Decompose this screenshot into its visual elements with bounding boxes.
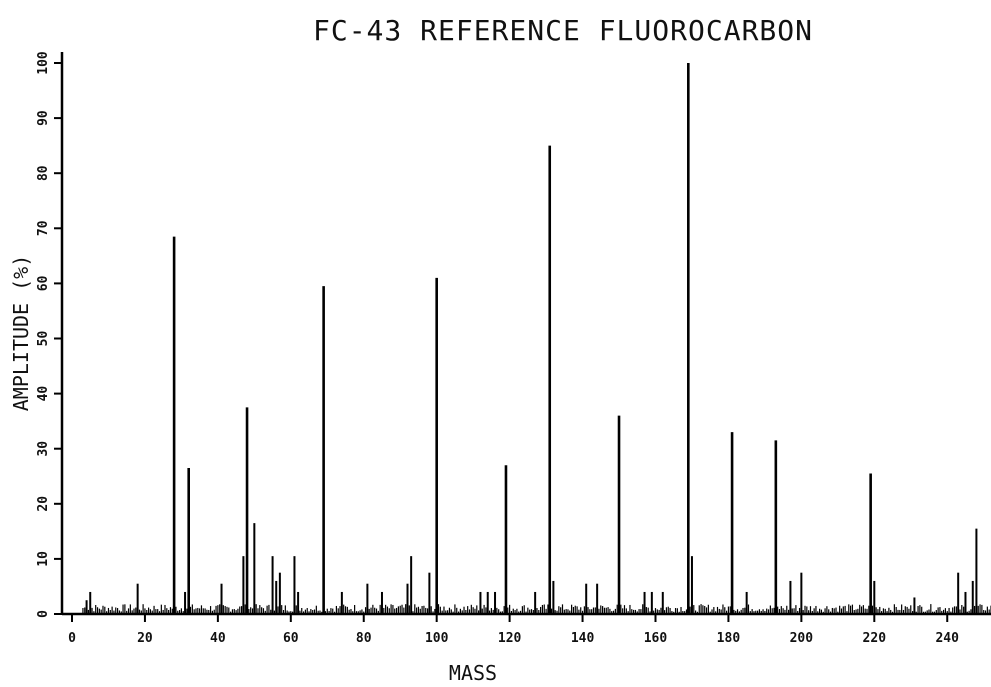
chart-title: FC-43 REFERENCE FLUOROCARBON	[313, 14, 813, 47]
y-tick-label: 80	[36, 165, 51, 181]
x-tick-label: 180	[717, 631, 741, 646]
y-tick-label: 10	[36, 551, 51, 567]
y-tick-label: 20	[36, 496, 51, 512]
y-tick-label: 60	[36, 275, 51, 291]
x-axis-ticks: 0 20 40 60 80 100 120 140 160 180 200 220 240	[68, 614, 959, 646]
y-axis-ticks: 0 10 20 30 40 50 60 70 80 90 100	[36, 51, 62, 618]
y-axis-label: AMPLITUDE (%)	[9, 255, 33, 412]
x-tick-label: 140	[571, 631, 595, 646]
y-tick-label: 90	[36, 110, 51, 126]
y-tick-label: 0	[36, 610, 51, 618]
x-tick-label: 120	[498, 631, 522, 646]
x-axis-label: MASS	[449, 661, 497, 685]
x-tick-label: 220	[863, 631, 887, 646]
x-tick-label: 60	[283, 631, 299, 646]
x-tick-label: 100	[425, 631, 449, 646]
x-tick-label: 240	[935, 631, 959, 646]
x-tick-label: 0	[68, 631, 76, 646]
x-tick-label: 80	[356, 631, 372, 646]
peaks	[85, 63, 978, 614]
y-tick-label: 50	[36, 331, 51, 347]
x-tick-label: 200	[790, 631, 814, 646]
baseline-noise	[82, 604, 991, 614]
y-tick-label: 70	[36, 220, 51, 236]
y-tick-label: 100	[36, 51, 51, 75]
x-tick-label: 40	[210, 631, 226, 646]
x-tick-label: 160	[644, 631, 668, 646]
x-tick-label: 20	[137, 631, 153, 646]
y-tick-label: 30	[36, 441, 51, 457]
y-tick-label: 40	[36, 386, 51, 402]
